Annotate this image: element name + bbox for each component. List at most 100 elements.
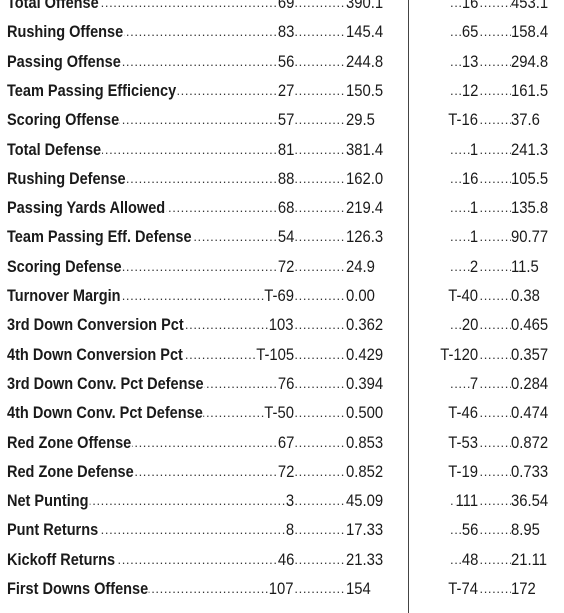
opp-value: 0.872	[511, 432, 549, 453]
opp-rank: T-120	[440, 344, 478, 365]
rank: 68	[277, 198, 294, 219]
opp-value: 90.77	[511, 227, 549, 248]
opp-rank: 111	[455, 491, 478, 512]
stat-label: Passing Offense	[7, 51, 122, 72]
value: 381.4	[346, 139, 384, 160]
rank: 107	[269, 579, 294, 599]
leader-dots: ........................................…	[450, 82, 514, 98]
stat-row: ........................................…	[0, 168, 564, 198]
value: 126.3	[346, 227, 384, 248]
leader-dots: ........................................…	[450, 229, 514, 245]
stat-label: Red Zone Defense	[7, 461, 135, 482]
value: 45.09	[346, 491, 384, 512]
opp-rank: 13	[461, 51, 478, 72]
opp-rank: 1	[469, 198, 478, 219]
leader-dots: ........................................…	[450, 551, 514, 567]
opp-value: 135.8	[511, 198, 549, 219]
opp-value: 294.8	[511, 51, 549, 72]
stat-row: ........................................…	[0, 373, 564, 403]
rank: 103	[269, 315, 294, 336]
stat-label: Rushing Defense	[7, 168, 127, 189]
opp-rank: 16	[461, 0, 478, 13]
column-divider	[408, 0, 409, 613]
value: 0.853	[346, 432, 384, 453]
rank: T-50	[264, 403, 294, 424]
leader-dots: ........................................…	[450, 522, 514, 538]
rank: 83	[277, 22, 294, 43]
opp-rank: 2	[469, 256, 478, 277]
leader-dots: ........................................…	[8, 493, 344, 509]
stat-row: ........................................…	[0, 110, 564, 139]
stat-row: ........................................…	[0, 139, 564, 169]
opp-value: 105.5	[511, 168, 549, 189]
rank: 56	[277, 51, 294, 72]
stat-row: ........................................…	[0, 520, 564, 549]
stat-row: ........................................…	[0, 491, 564, 520]
rank: 69	[277, 0, 294, 13]
opp-rank: 56	[461, 520, 478, 541]
value: 29.5	[346, 110, 375, 131]
stat-label: First Downs Offense	[7, 579, 150, 599]
value: 0.394	[346, 373, 384, 394]
leader-dots: ........................................…	[450, 53, 514, 69]
opp-value: 0.474	[511, 403, 549, 424]
stat-row: ........................................…	[0, 432, 564, 462]
opp-rank: T-16	[448, 110, 478, 131]
opp-value: 0.465	[511, 315, 549, 336]
opp-value: 161.5	[511, 80, 549, 101]
opp-rank: 12	[461, 80, 478, 101]
stat-row: ........................................…	[0, 549, 564, 579]
leader-dots: ........................................…	[450, 258, 514, 274]
value: 0.429	[346, 344, 384, 365]
value: 145.4	[346, 22, 384, 43]
opp-rank: 20	[461, 315, 478, 336]
opp-rank: 1	[469, 139, 478, 160]
stat-row: ........................................…	[0, 256, 564, 286]
rank: T-69	[264, 286, 294, 306]
stat-row: ........................................…	[0, 0, 564, 22]
stat-label: Total Defense	[7, 139, 103, 160]
value: 244.8	[346, 51, 384, 72]
stat-label: 4th Down Conv. Pct Defense	[7, 403, 204, 424]
value: 0.500	[346, 403, 384, 424]
stat-label: Passing Yards Allowed	[7, 198, 167, 219]
opp-rank: T-40	[448, 286, 478, 306]
rank: 76	[277, 373, 294, 394]
stat-label: 4th Down Conversion Pct	[7, 344, 184, 365]
value: 0.852	[346, 461, 384, 482]
stat-row: ........................................…	[0, 286, 564, 315]
opp-value: 21.11	[511, 549, 548, 570]
opp-rank: 16	[461, 168, 478, 189]
rank: T-105	[256, 344, 294, 365]
rank: 72	[277, 256, 294, 277]
opp-value: 172	[511, 579, 536, 599]
rank: 72	[277, 461, 294, 482]
value: 17.33	[346, 520, 384, 541]
opp-value: 0.733	[511, 461, 549, 482]
stat-row: ........................................…	[0, 579, 564, 608]
opp-rank: T-74	[448, 579, 478, 599]
opp-rank: 1	[469, 227, 478, 248]
opp-value: 37.6	[511, 110, 540, 131]
stat-row: ........................................…	[0, 315, 564, 344]
value: 0.362	[346, 315, 384, 336]
stat-label: Rushing Offense	[7, 22, 125, 43]
leader-dots: ........................................…	[450, 200, 514, 216]
value: 219.4	[346, 198, 384, 219]
stat-row: ........................................…	[0, 80, 564, 110]
value: 390.1	[346, 0, 384, 13]
leader-dots: ........................................…	[450, 141, 514, 157]
stat-label: 3rd Down Conv. Pct Defense	[7, 373, 205, 394]
opp-rank: T-53	[448, 432, 478, 453]
opp-rank: T-46	[448, 403, 478, 424]
leader-dots: ........................................…	[450, 0, 514, 10]
opp-value: 453.1	[511, 0, 549, 13]
stat-label: Team Passing Efficiency	[7, 80, 178, 101]
rank: 46	[277, 549, 294, 570]
stat-row: ........................................…	[0, 227, 564, 256]
opp-value: 36.54	[511, 491, 549, 512]
stat-row: ........................................…	[0, 403, 564, 432]
stat-label: Scoring Defense	[7, 256, 123, 277]
value: 162.0	[346, 168, 384, 189]
